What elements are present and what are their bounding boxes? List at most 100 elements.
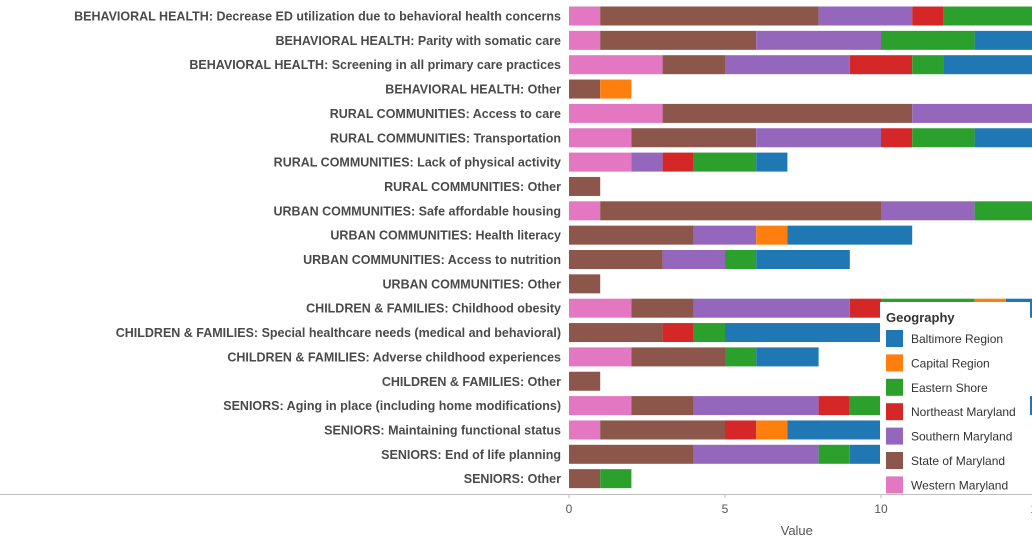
category-label: CHILDREN & FAMILIES: Special healthcare … (116, 326, 561, 340)
bar-segment (662, 103, 913, 123)
bar-segment (725, 420, 757, 440)
bar-segment (818, 396, 850, 416)
category-label: SENIORS: Maintaining functional status (324, 423, 561, 437)
bar-segment (756, 128, 881, 148)
legend-swatch (886, 476, 903, 494)
bar-segment (569, 201, 601, 221)
category-label: BEHAVIORAL HEALTH: Decrease ED utilizati… (74, 10, 561, 24)
legend-background (880, 302, 1030, 494)
bar-segment (725, 250, 757, 269)
bar-segment (600, 420, 725, 440)
category-label: SENIORS: Aging in place (including home … (223, 399, 561, 413)
bar-segment (881, 128, 913, 148)
bar-segment (974, 201, 1032, 221)
x-tick-label: 5 (722, 502, 729, 516)
bar-segment (631, 128, 757, 148)
bar-segment (600, 79, 632, 99)
bar-segment (693, 225, 757, 245)
x-tick-label: 15 (1030, 502, 1032, 516)
bar-segment (974, 30, 1032, 50)
bar-segment (569, 79, 601, 99)
bar-segment (569, 250, 663, 269)
bar-segment (569, 6, 601, 26)
x-tick-label: 10 (874, 502, 888, 516)
bar-segment (569, 444, 694, 464)
bar-segment (569, 274, 601, 294)
x-tick-label: 0 (566, 502, 573, 516)
bar-segment (569, 103, 663, 123)
bar-segment (693, 152, 757, 172)
legend-label: Eastern Shore (911, 381, 988, 395)
category-label: URBAN COMMUNITIES: Safe affordable housi… (273, 204, 561, 218)
legend: Geography Baltimore Region Capital Region… (880, 302, 1030, 494)
category-label: BEHAVIORAL HEALTH: Screening in all prim… (189, 58, 561, 72)
bar-segment (725, 55, 850, 75)
category-label: URBAN COMMUNITIES: Health literacy (330, 229, 561, 243)
bar-segment (693, 298, 850, 318)
bar-segment (569, 469, 601, 489)
bar-segment (569, 225, 694, 245)
legend-label: State of Maryland (911, 454, 1005, 468)
bar-segment (756, 420, 788, 440)
bar-segment (662, 55, 725, 75)
x-axis: Value 0510152025 (0, 494, 1032, 538)
x-axis-title: Value (781, 523, 813, 538)
bar-segment (600, 30, 757, 50)
bar-segment (569, 128, 632, 148)
bar-segment (943, 55, 1032, 75)
category-label: RURAL COMMUNITIES: Access to care (330, 107, 561, 121)
bar-segment (912, 6, 944, 26)
bar-segment (912, 128, 975, 148)
category-label: CHILDREN & FAMILIES: Adverse childhood e… (227, 350, 561, 364)
bar-segment (693, 396, 819, 416)
legend-label: Southern Maryland (911, 430, 1012, 444)
bar-segment (756, 152, 788, 172)
legend-label: Northeast Maryland (911, 405, 1016, 419)
bar-segment (569, 30, 601, 50)
category-label: CHILDREN & FAMILIES: Childhood obesity (306, 302, 561, 316)
bar-segment (569, 323, 663, 343)
category-label: RURAL COMMUNITIES: Other (384, 180, 561, 194)
bar-segment (974, 128, 1032, 148)
bar-segment (569, 371, 601, 391)
bar-segment (693, 323, 725, 343)
bar-segment (881, 30, 975, 50)
legend-swatch (886, 427, 903, 445)
bar-segment (569, 347, 632, 367)
category-label: CHILDREN & FAMILIES: Other (382, 375, 561, 389)
bar-segment (818, 6, 913, 26)
bar-segment (569, 298, 632, 318)
bar-segment (631, 347, 725, 367)
legend-swatch (886, 354, 903, 372)
legend-title: Geography (886, 310, 955, 325)
category-label: URBAN COMMUNITIES: Other (383, 277, 562, 291)
category-label: BEHAVIORAL HEALTH: Other (385, 83, 561, 97)
bar-segment (631, 298, 694, 318)
bar-segment (631, 152, 663, 172)
bar-segment (693, 444, 819, 464)
category-label: SENIORS: Other (464, 472, 561, 486)
bar-segment (569, 176, 601, 196)
category-label: SENIORS: End of life planning (381, 448, 561, 462)
bar-segment (849, 298, 881, 318)
category-label: URBAN COMMUNITIES: Access to nutrition (303, 253, 561, 267)
legend-swatch (886, 378, 903, 396)
bar-segment (912, 103, 1032, 123)
bar-segment (569, 152, 632, 172)
category-label: RURAL COMMUNITIES: Transportation (330, 131, 561, 145)
bar-segment (662, 323, 694, 343)
legend-label: Baltimore Region (911, 332, 1003, 346)
legend-label: Western Maryland (911, 478, 1008, 492)
bar-segment (943, 6, 1032, 26)
bar-segment (631, 396, 694, 416)
bar-segment (756, 225, 788, 245)
legend-swatch (886, 330, 903, 347)
bar-segment (787, 225, 913, 245)
category-label: RURAL COMMUNITIES: Lack of physical acti… (274, 156, 561, 170)
legend-swatch (886, 403, 903, 421)
bar-segment (600, 201, 881, 221)
legend-label: Capital Region (911, 356, 990, 370)
bar-segment (600, 6, 819, 26)
